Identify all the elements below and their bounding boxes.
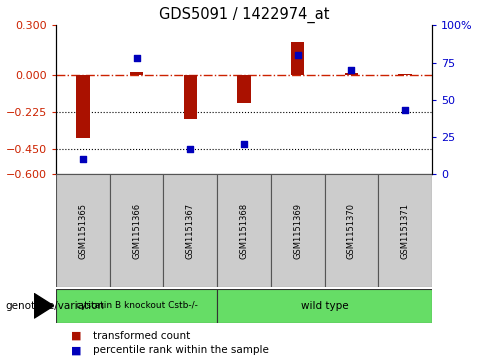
Text: GSM1151367: GSM1151367 (186, 203, 195, 258)
Bar (56, 289, 217, 323)
Point (347, 67, 355, 73)
Bar (398, 74, 412, 75)
Text: GSM1151365: GSM1151365 (79, 203, 87, 258)
Bar (325, 174, 378, 287)
Point (186, 146, 194, 152)
Bar (110, 174, 163, 287)
Bar (76, 75, 90, 138)
Bar (291, 42, 305, 75)
Point (401, 107, 409, 113)
Bar (271, 174, 325, 287)
Bar (217, 174, 271, 287)
Bar (345, 73, 358, 75)
Text: ■: ■ (71, 331, 81, 341)
Point (79, 156, 87, 162)
Bar (183, 75, 197, 119)
Text: genotype/variation: genotype/variation (5, 301, 104, 311)
Bar (378, 174, 432, 287)
Text: GSM1151368: GSM1151368 (240, 203, 248, 258)
Polygon shape (34, 293, 54, 318)
Text: cystatin B knockout Cstb-/-: cystatin B knockout Cstb-/- (76, 301, 198, 310)
Text: wild type: wild type (301, 301, 348, 311)
Text: GSM1151370: GSM1151370 (347, 203, 356, 258)
Text: ■: ■ (71, 345, 81, 355)
Text: GSM1151366: GSM1151366 (132, 203, 141, 258)
Point (294, 52, 302, 58)
Text: transformed count: transformed count (93, 331, 190, 341)
Bar (163, 174, 217, 287)
Point (133, 55, 141, 61)
Bar (237, 75, 251, 103)
Text: GSM1151369: GSM1151369 (293, 203, 302, 258)
Text: GSM1151371: GSM1151371 (401, 203, 409, 258)
Bar (56, 174, 110, 287)
Bar (130, 72, 143, 75)
Text: percentile rank within the sample: percentile rank within the sample (93, 345, 268, 355)
Bar (217, 289, 432, 323)
Point (240, 142, 248, 147)
Title: GDS5091 / 1422974_at: GDS5091 / 1422974_at (159, 7, 329, 23)
